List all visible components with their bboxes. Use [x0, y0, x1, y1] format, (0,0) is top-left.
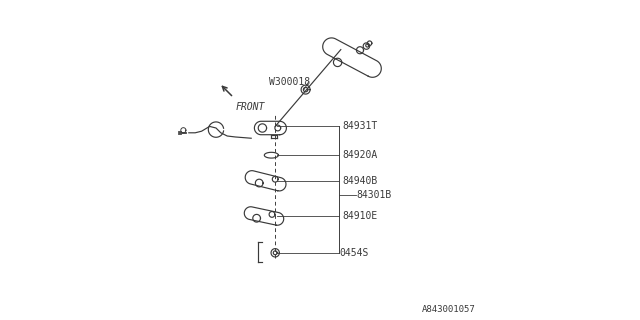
Text: A843001057: A843001057: [422, 305, 475, 314]
Text: 84940B: 84940B: [342, 176, 378, 186]
Text: FRONT: FRONT: [236, 102, 264, 112]
Text: 84910E: 84910E: [342, 211, 378, 221]
Text: 84920A: 84920A: [342, 150, 378, 160]
Text: 0454S: 0454S: [339, 248, 369, 258]
Text: 84931T: 84931T: [342, 121, 378, 132]
Text: 84301B: 84301B: [357, 190, 392, 200]
Text: W300018: W300018: [269, 76, 310, 87]
